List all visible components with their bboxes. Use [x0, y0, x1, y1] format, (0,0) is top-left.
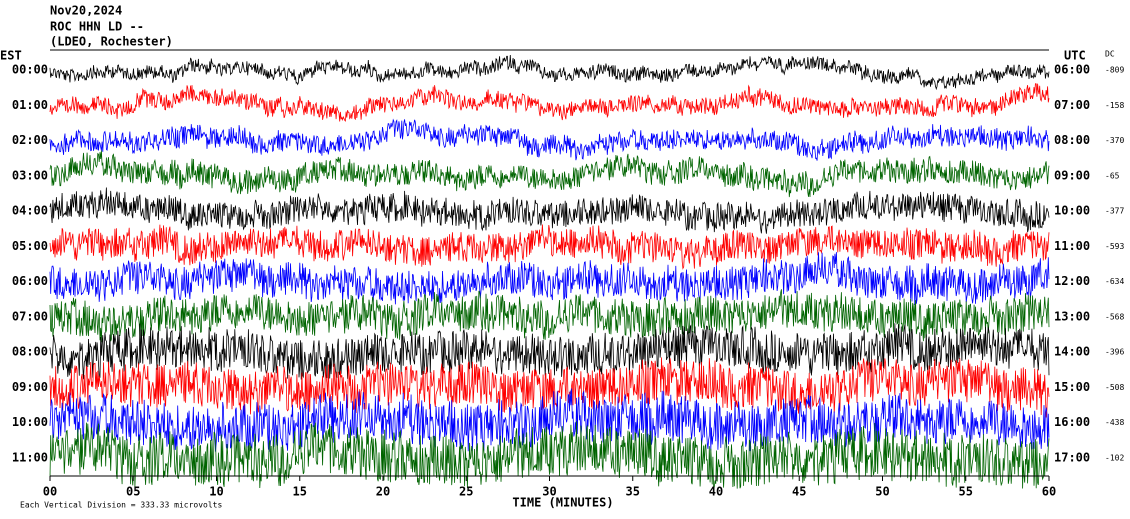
dc-label: DC [1105, 50, 1115, 59]
est-label: 09:00 [12, 380, 48, 394]
trace [49, 150, 1050, 198]
utc-label: 07:00 [1054, 98, 1090, 112]
utc-label: 10:00 [1054, 204, 1090, 218]
x-tick-label: 40 [709, 485, 723, 499]
dc-value: -593 [1105, 242, 1124, 251]
utc-label: 14:00 [1054, 345, 1090, 359]
left-axis-label: EST [0, 49, 22, 63]
title-line: (LDEO, Rochester) [50, 35, 173, 49]
trace [49, 187, 1050, 234]
dc-value: -508 [1105, 383, 1124, 392]
dc-value: -370 [1105, 136, 1124, 145]
title-line: Nov20,2024 [50, 4, 122, 18]
utc-label: 06:00 [1054, 63, 1090, 77]
footnote: Each Vertical Division = 333.33 microvol… [20, 501, 222, 510]
utc-label: 11:00 [1054, 239, 1090, 253]
trace [49, 357, 1050, 418]
dc-value: -396 [1105, 348, 1124, 357]
utc-label: 08:00 [1054, 133, 1090, 147]
x-tick-label: 25 [459, 485, 473, 499]
est-label: 08:00 [12, 345, 48, 359]
x-tick-label: 50 [875, 485, 889, 499]
trace [49, 118, 1050, 161]
utc-label: 16:00 [1054, 415, 1090, 429]
dc-value: -377 [1105, 207, 1124, 216]
dc-value: -102 [1105, 453, 1124, 462]
trace [49, 224, 1050, 270]
est-label: 04:00 [12, 204, 48, 218]
x-tick-label: 30 [542, 485, 556, 499]
x-tick-label: 00 [43, 485, 57, 499]
dc-value: -65 [1105, 171, 1120, 180]
x-tick-label: 20 [376, 485, 390, 499]
title-line: ROC HHN LD -- [50, 20, 144, 34]
dc-value: -438 [1105, 418, 1124, 427]
trace [49, 54, 1050, 91]
dc-value: -634 [1105, 277, 1124, 286]
trace [49, 83, 1050, 122]
trace [49, 289, 1050, 343]
utc-label: 09:00 [1054, 168, 1090, 182]
est-label: 11:00 [12, 450, 48, 464]
est-label: 00:00 [12, 63, 48, 77]
trace [49, 323, 1050, 380]
dc-value: -158 [1105, 101, 1124, 110]
trace [49, 388, 1050, 453]
est-label: 03:00 [12, 168, 48, 182]
est-label: 05:00 [12, 239, 48, 253]
x-tick-label: 05 [126, 485, 140, 499]
utc-label: 12:00 [1054, 274, 1090, 288]
utc-label: 13:00 [1054, 309, 1090, 323]
x-axis-label: TIME (MINUTES) [512, 496, 613, 510]
dc-value: -568 [1105, 312, 1124, 321]
x-tick-label: 45 [792, 485, 806, 499]
utc-label: 15:00 [1054, 380, 1090, 394]
trace [49, 421, 1050, 490]
trace [49, 252, 1050, 305]
est-label: 07:00 [12, 309, 48, 323]
x-tick-label: 35 [626, 485, 640, 499]
utc-label: 17:00 [1054, 450, 1090, 464]
x-tick-label: 15 [293, 485, 307, 499]
est-label: 06:00 [12, 274, 48, 288]
est-label: 01:00 [12, 98, 48, 112]
x-tick-label: 60 [1042, 485, 1056, 499]
est-label: 10:00 [12, 415, 48, 429]
right-axis-label: UTC [1064, 49, 1086, 63]
x-tick-label: 55 [959, 485, 973, 499]
x-tick-label: 10 [209, 485, 223, 499]
est-label: 02:00 [12, 133, 48, 147]
dc-value: -809 [1105, 66, 1124, 75]
